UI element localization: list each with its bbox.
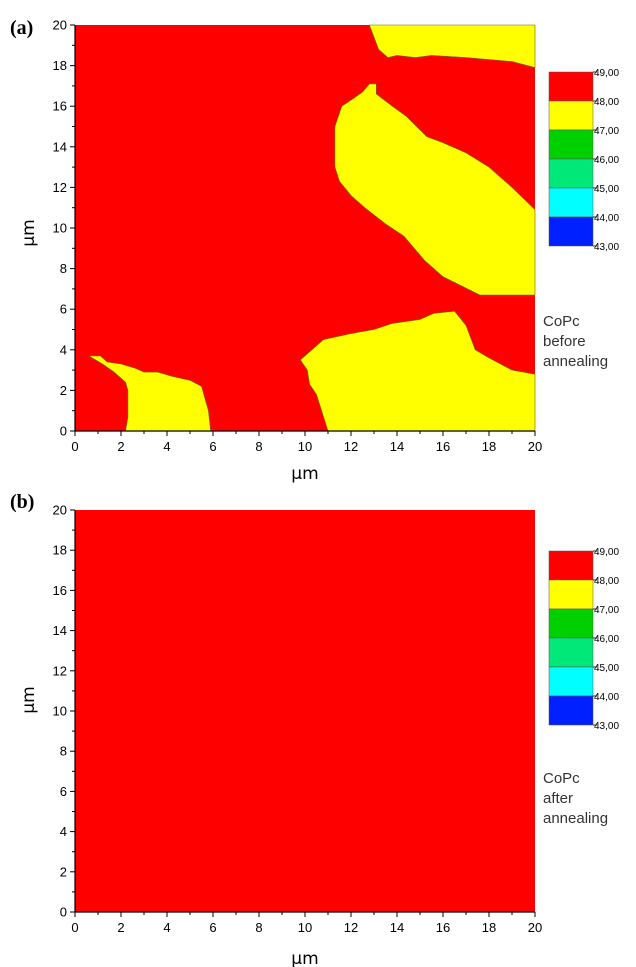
y-tick-label: 20	[53, 503, 67, 518]
y-tick-label: 12	[53, 663, 67, 678]
y-tick-label: 10	[53, 221, 67, 236]
y-tick-label: 12	[53, 180, 67, 195]
legend-label: 48,00	[594, 97, 619, 108]
legend-swatch	[548, 579, 594, 610]
legend-label: 44,00	[594, 213, 619, 224]
y-tick-label: 14	[53, 623, 67, 638]
legend-swatch	[548, 666, 594, 697]
legend-label: 45,00	[594, 184, 619, 195]
legend-label: 48,00	[594, 576, 619, 587]
x-tick-label: 10	[298, 439, 312, 454]
legend-label: 47,00	[594, 605, 619, 616]
legend-label: 43,00	[594, 242, 619, 253]
x-tick-label: 6	[209, 439, 216, 454]
y-axis-title: μm	[19, 686, 39, 713]
x-tick-label: 20	[528, 920, 542, 935]
y-tick-label: 8	[60, 261, 67, 276]
legend-swatch	[548, 216, 594, 247]
x-tick-label: 18	[482, 920, 496, 935]
legend-label: 46,00	[594, 634, 619, 645]
annotation-line-1: CoPc	[543, 313, 580, 330]
panel-label: (a)	[10, 17, 33, 39]
legend-swatch	[548, 608, 594, 639]
legend-swatch	[548, 158, 594, 189]
legend-label: 49,00	[594, 68, 619, 79]
x-tick-label: 6	[209, 920, 216, 935]
x-tick-label: 4	[163, 439, 170, 454]
x-tick-label: 0	[71, 920, 78, 935]
legend-label: 44,00	[594, 692, 619, 703]
contour-background-region	[75, 510, 535, 912]
x-axis-title: μm	[291, 464, 318, 484]
x-tick-label: 12	[344, 439, 358, 454]
annotation-line-3: annealing	[543, 810, 608, 827]
y-tick-label: 10	[53, 704, 67, 719]
x-axis-title: μm	[291, 949, 318, 967]
legend-swatch	[548, 71, 594, 102]
x-tick-label: 20	[528, 439, 542, 454]
y-tick-label: 2	[60, 383, 67, 398]
x-tick-label: 12	[344, 920, 358, 935]
legend-swatch	[548, 695, 594, 726]
contour-region	[300, 310, 536, 432]
axes: 0 2 4 6 8 10 12 14 16 18 20 0 2 4 6 8 10 12 14 16 18 20	[53, 18, 543, 455]
x-tick-label: 10	[298, 920, 312, 935]
annotation: CoPc before annealing	[543, 313, 608, 370]
x-tick-label: 14	[390, 439, 404, 454]
legend-swatch	[548, 637, 594, 668]
annotation-line-2: after	[543, 790, 573, 807]
legend-swatch	[548, 550, 594, 581]
x-tick-label: 14	[390, 920, 404, 935]
y-tick-label: 8	[60, 744, 67, 759]
contour-region	[87, 355, 212, 432]
heatmap-plot-area	[75, 24, 536, 432]
legend-label: 43,00	[594, 721, 619, 732]
x-tick-label: 2	[117, 920, 124, 935]
x-tick-label: 18	[482, 439, 496, 454]
heatmap-plot-area	[75, 510, 535, 912]
y-tick-label: 6	[60, 302, 67, 317]
legend-label: 45,00	[594, 663, 619, 674]
legend-swatch	[548, 187, 594, 218]
y-tick-label: 20	[53, 18, 67, 33]
contour-region	[334, 83, 536, 296]
x-tick-label: 2	[117, 439, 124, 454]
panel-b: (b) 0 2 4 6 8 10 12 14 16 18 20 0 2 4 6 8 10 12 14 16 18 20 μ…	[10, 491, 619, 967]
contour-region	[368, 24, 536, 68]
annotation-line-3: annealing	[543, 353, 608, 370]
y-tick-label: 16	[53, 99, 67, 114]
color-scale-legend: 49,00 48,00 47,00 46,00 45,00 44,00 43,00	[548, 68, 619, 253]
annotation-line-1: CoPc	[543, 770, 580, 787]
legend-swatch	[548, 129, 594, 160]
y-tick-label: 0	[60, 424, 67, 439]
annotation-line-2: before	[543, 333, 586, 350]
color-scale-legend: 49,00 48,00 47,00 46,00 45,00 44,00 43,00	[548, 547, 619, 732]
legend-label: 46,00	[594, 155, 619, 166]
y-tick-label: 18	[53, 58, 67, 73]
y-tick-label: 4	[60, 824, 67, 839]
x-tick-label: 16	[436, 439, 450, 454]
y-axis-title: μm	[19, 219, 39, 246]
x-tick-label: 16	[436, 920, 450, 935]
x-tick-label: 8	[255, 439, 262, 454]
x-tick-label: 0	[71, 439, 78, 454]
panel-label: (b)	[10, 491, 34, 513]
x-tick-label: 4	[163, 920, 170, 935]
y-tick-label: 6	[60, 784, 67, 799]
y-tick-label: 16	[53, 583, 67, 598]
y-tick-label: 0	[60, 905, 67, 920]
annotation: CoPc after annealing	[543, 770, 608, 827]
axes: 0 2 4 6 8 10 12 14 16 18 20 0 2 4 6 8 10 12 14 16 18 20	[53, 503, 543, 936]
y-tick-label: 4	[60, 342, 67, 357]
legend-swatch	[548, 100, 594, 131]
panel-a: (a) 0 2 4 6 8 10 12 14 16 18 20 0 2 4 6 8 10 12 14 16 18 20 μ…	[10, 17, 619, 484]
x-tick-label: 8	[255, 920, 262, 935]
legend-label: 47,00	[594, 126, 619, 137]
y-tick-label: 2	[60, 864, 67, 879]
y-tick-label: 14	[53, 139, 67, 154]
y-tick-label: 18	[53, 543, 67, 558]
legend-label: 49,00	[594, 547, 619, 558]
